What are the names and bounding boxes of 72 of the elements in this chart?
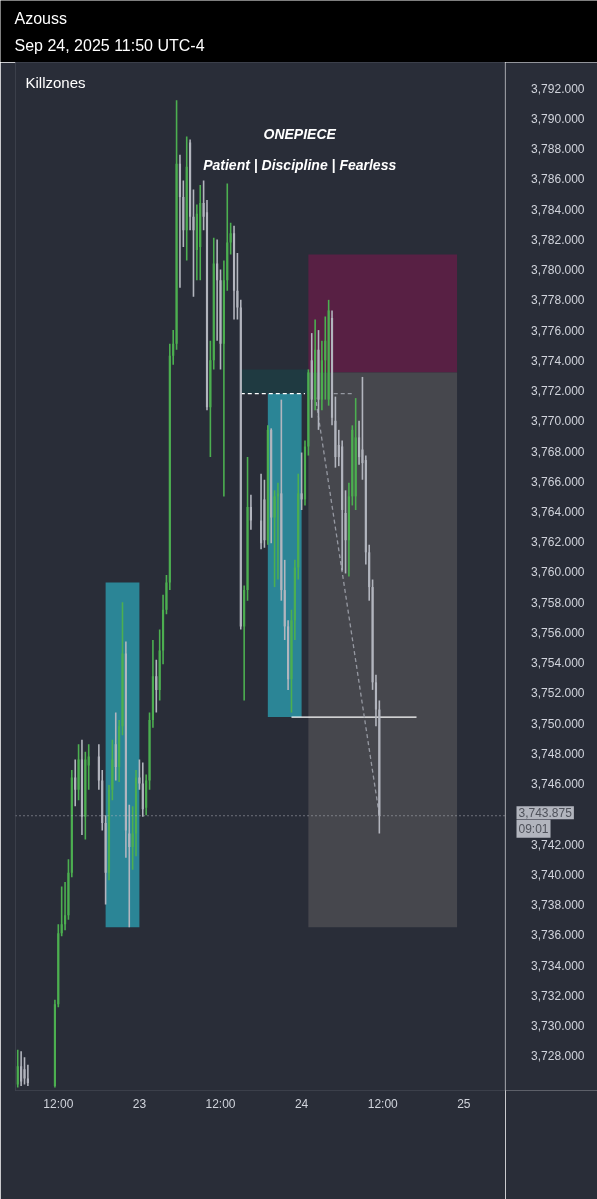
candlestick	[263, 478, 266, 549]
candlestick	[317, 329, 320, 431]
y-tick-label: 3,792.000	[531, 81, 585, 96]
annotation: Patient | Discipline | Fearless	[203, 156, 397, 173]
y-tick-label: 3,734.000	[531, 958, 585, 973]
candlestick	[249, 494, 253, 531]
candlestick	[74, 758, 77, 808]
y-tick-label: 3,732.000	[531, 988, 585, 1003]
y-tick-label: 3,730.000	[531, 1018, 585, 1033]
y-tick-label: 3,774.000	[531, 353, 585, 368]
y-tick-label: 3,740.000	[531, 867, 585, 882]
candlestick	[212, 237, 215, 371]
y-tick-label: 3,766.000	[531, 474, 585, 489]
y-tick-label: 3,788.000	[531, 142, 585, 157]
candlestick	[60, 885, 63, 938]
text: 09:01	[518, 821, 549, 836]
candlestick	[138, 758, 141, 791]
y-tick-label: 3,784.000	[531, 202, 585, 217]
candlestick	[354, 397, 357, 511]
y-tick-label: 3,746.000	[531, 777, 585, 792]
y-tick-label: 3,738.000	[531, 898, 585, 913]
candlestick	[259, 472, 263, 551]
chart-subtitle: Sep 24, 2025 11:50 UTC-4	[14, 37, 205, 54]
candlestick	[185, 135, 188, 262]
annotation: ONEPIECE	[263, 125, 337, 142]
y-tick-label: 3,760.000	[531, 565, 585, 580]
y-tick-label: 3,754.000	[531, 656, 585, 671]
candlestick	[26, 1064, 29, 1087]
y-tick-label: 3,780.000	[531, 263, 585, 278]
x-tick-label: 12:00	[43, 1096, 74, 1111]
candlestick	[199, 184, 202, 281]
chart-title: Azouss	[14, 10, 67, 27]
y-tick-label: 3,786.000	[531, 172, 585, 187]
y-tick-label: 3,748.000	[531, 746, 585, 761]
candlestick	[310, 332, 313, 419]
y-tick-label: 3,764.000	[531, 504, 585, 519]
candlestick	[20, 1050, 23, 1087]
candlestick	[23, 1056, 26, 1086]
candlestick	[327, 299, 330, 407]
y-tick-label: 3,762.000	[531, 535, 585, 550]
candlestick	[84, 751, 87, 841]
candlestick	[77, 743, 80, 802]
candlestick	[300, 451, 303, 511]
ref-line-label: 3,743.875	[518, 806, 573, 821]
y-tick-label: 3,768.000	[531, 444, 585, 459]
candlestick	[229, 221, 232, 256]
candlestick	[357, 419, 361, 466]
candlestick	[209, 339, 212, 458]
y-tick-label: 3,728.000	[531, 1049, 585, 1064]
y-tick-label: 3,778.000	[531, 293, 585, 308]
y-tick-label: 3,776.000	[531, 323, 585, 338]
y-tick-label: 3,742.000	[531, 837, 585, 852]
y-tick-label: 3,758.000	[531, 595, 585, 610]
candlestick	[87, 743, 90, 791]
x-tick-label: 23	[132, 1096, 147, 1111]
y-tick-label: 3,782.000	[531, 232, 585, 247]
candlestick	[16, 1048, 19, 1089]
candlestick	[114, 711, 117, 782]
y-tick-label: 3,756.000	[531, 625, 585, 640]
y-tick-label: 3,750.000	[531, 716, 585, 731]
x-tick-label: 12:00	[367, 1096, 399, 1111]
y-tick-label: 3,790.000	[531, 111, 585, 126]
annotation: Killzones	[25, 74, 86, 91]
x-tick-label: 25	[457, 1096, 471, 1111]
x-tick-label: 12:00	[205, 1096, 236, 1111]
y-tick-label: 3,736.000	[531, 928, 585, 943]
candlestick	[280, 398, 283, 602]
y-tick-label: 3,770.000	[531, 414, 585, 429]
y-tick-label: 3,752.000	[531, 686, 585, 701]
candlestick	[155, 658, 158, 714]
x-tick-label: 24	[294, 1096, 309, 1111]
y-tick-label: 3,772.000	[531, 384, 585, 399]
